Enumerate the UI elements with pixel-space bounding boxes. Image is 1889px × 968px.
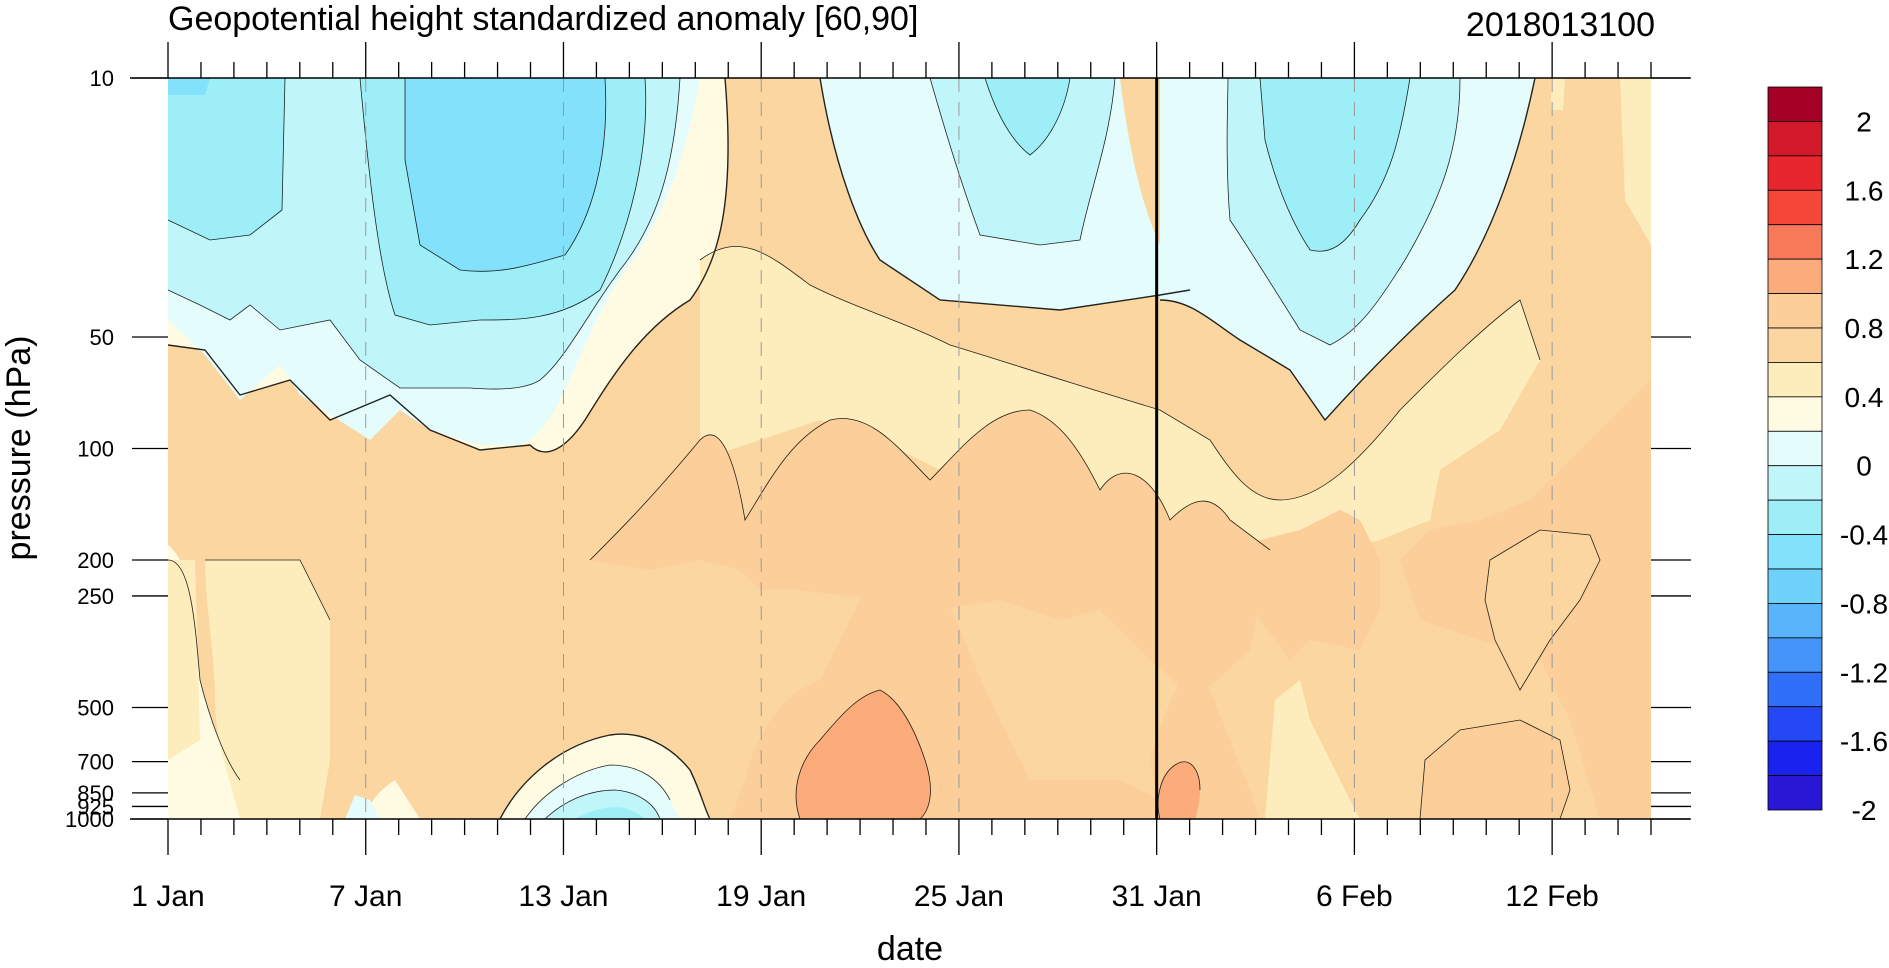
y-tick-label: 50 — [90, 325, 114, 350]
colorbar-swatch — [1767, 121, 1823, 157]
colorbar-swatch — [1767, 706, 1823, 742]
x-axis-tick-labels: 1 Jan 7 Jan 13 Jan 19 Jan 25 Jan 31 Jan 6 Feb 1… — [131, 880, 1599, 913]
contour-fill — [168, 78, 1651, 819]
colorbar-label: -0.8 — [1840, 588, 1888, 619]
colorbar-swatch — [1767, 86, 1823, 122]
colorbar-label: 1.2 — [1845, 244, 1884, 275]
x-tick-label: 13 Jan — [518, 880, 608, 913]
colorbar-swatch — [1767, 499, 1823, 535]
y-tick-label: 10 — [90, 66, 114, 91]
chart-right-title: 2018013100 — [1466, 6, 1655, 44]
y-tick-label: 500 — [77, 695, 114, 720]
colorbar-label: 0 — [1856, 451, 1872, 482]
colorbar-swatch — [1767, 155, 1823, 191]
contour-lines — [167, 77, 1601, 820]
colorbar-label: -0.4 — [1840, 520, 1888, 551]
y-tick-label: 250 — [77, 584, 114, 609]
x-tick-label: 1 Jan — [131, 880, 204, 913]
colorbar — [1767, 86, 1823, 811]
y-tick-label: 925 — [77, 794, 114, 819]
colorbar-label: 0.4 — [1845, 382, 1884, 413]
colorbar-label: -1.2 — [1840, 657, 1888, 688]
colorbar-swatch — [1767, 189, 1823, 226]
colorbar-label: 1.6 — [1845, 175, 1884, 206]
colorbar-swatch — [1767, 224, 1823, 260]
colorbar-label: 2 — [1856, 106, 1872, 137]
colorbar-labels: 2 1.6 1.2 0.8 0.4 0 -0.4 -0.8 -1.2 -1.6 -2 — [1840, 106, 1888, 826]
colorbar-swatch — [1767, 327, 1823, 363]
colorbar-swatch — [1767, 568, 1823, 604]
y-tick-label: 1000 — [65, 807, 114, 832]
colorbar-swatch — [1767, 534, 1823, 570]
x-tick-label: 6 Feb — [1316, 880, 1393, 913]
colorbar-swatch — [1767, 362, 1823, 398]
chart-title: Geopotential height standardized anomaly… — [168, 0, 918, 38]
y-tick-label: 100 — [77, 437, 114, 462]
y-axis-ticks — [132, 77, 1691, 820]
colorbar-label: 0.8 — [1845, 313, 1884, 344]
colorbar-swatch — [1767, 258, 1823, 294]
x-tick-label: 19 Jan — [716, 880, 806, 913]
colorbar-label: -2 — [1852, 795, 1877, 826]
x-tick-label: 12 Feb — [1505, 880, 1598, 913]
colorbar-swatch — [1767, 671, 1823, 708]
colorbar-swatch — [1767, 637, 1823, 673]
y-tick-label: 200 — [77, 548, 114, 573]
date-gridlines — [365, 78, 1553, 819]
y-tick-label: 850 — [77, 781, 114, 806]
colorbar-swatch — [1767, 465, 1823, 501]
colorbar-swatch — [1767, 603, 1823, 639]
y-axis-label: pressure (hPa) — [0, 336, 38, 561]
y-tick-label: 700 — [77, 750, 114, 775]
x-axis-label: date — [877, 930, 943, 963]
x-axis-ticks — [167, 42, 1652, 855]
x-tick-label: 31 Jan — [1112, 880, 1202, 913]
colorbar-swatch — [1767, 740, 1823, 776]
x-tick-label: 25 Jan — [914, 880, 1004, 913]
x-tick-label: 7 Jan — [329, 880, 402, 913]
colorbar-label: -1.6 — [1840, 726, 1888, 757]
colorbar-swatch — [1767, 293, 1823, 329]
colorbar-swatch — [1767, 396, 1823, 432]
colorbar-swatch — [1767, 775, 1823, 811]
colorbar-swatch — [1767, 430, 1823, 467]
